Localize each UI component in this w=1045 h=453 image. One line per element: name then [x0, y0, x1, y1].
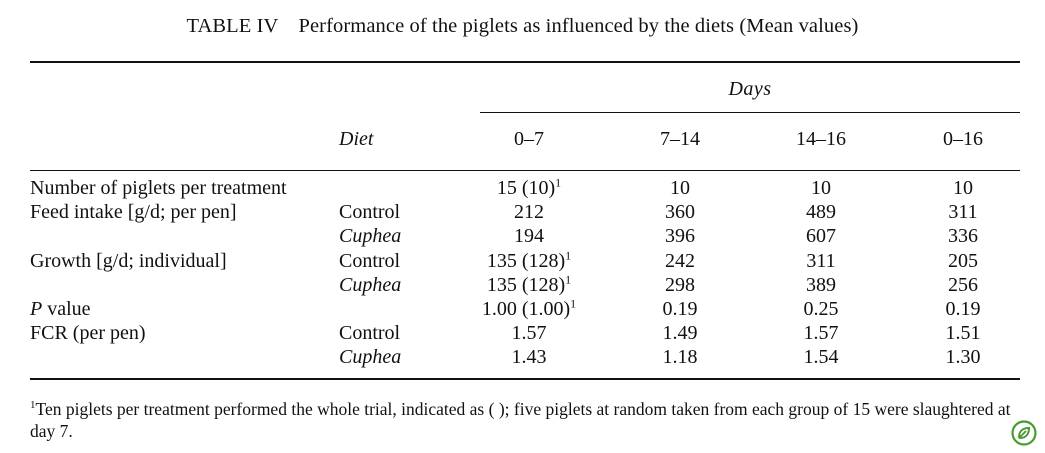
cell: 256 [948, 273, 978, 296]
days-header: Days [728, 78, 772, 100]
cell: 0.19 [945, 297, 981, 320]
table-row: P value 1.00 (1.00)1 0.19 0.25 0.19 [0, 297, 1045, 321]
table-body: Number of piglets per treatment 15 (10)1… [0, 176, 1045, 370]
cell: 1.30 [945, 346, 981, 369]
cell: 607 [806, 225, 836, 248]
diet-cell: Cuphea [339, 273, 402, 296]
cell: 311 [806, 249, 836, 272]
bottom-rule [30, 378, 1020, 380]
diet-cell: Control [339, 322, 401, 345]
cell: 1.54 [803, 346, 839, 369]
footnote-marker: 1 [570, 296, 577, 311]
cell: 0.19 [662, 297, 698, 320]
top-rule [30, 61, 1020, 63]
row-label: Growth [g/d; individual] [30, 249, 227, 272]
footnote-marker: 1 [565, 272, 572, 287]
leaf-badge-icon[interactable] [1011, 420, 1037, 446]
footnote-marker: 1 [555, 175, 562, 190]
cell: 212 [514, 201, 544, 224]
cell: 205 [948, 249, 978, 272]
cell: 10 [811, 177, 831, 199]
table-row: Growth [g/d; individual] Control 135 (12… [0, 249, 1045, 273]
period-header: 14–16 [796, 128, 846, 150]
cell: 396 [665, 225, 695, 248]
cell: 135 (128)1 [486, 272, 572, 296]
row-label: Feed intake [g/d; per pen] [30, 201, 237, 224]
period-header: 0–16 [943, 128, 983, 150]
cell: 10 [953, 177, 973, 199]
table-footnote: 1Ten piglets per treatment performed the… [30, 398, 1025, 442]
cell: 1.43 [511, 346, 547, 369]
table-row: Cuphea 194 396 607 336 [0, 224, 1045, 248]
period-header: 7–14 [660, 128, 700, 150]
row-label: Number of piglets per treatment [30, 177, 287, 199]
cell: 1.49 [662, 322, 698, 345]
table-row: Cuphea 1.43 1.18 1.54 1.30 [0, 345, 1045, 369]
cell: 242 [665, 249, 695, 272]
cell: 1.51 [945, 322, 981, 345]
diet-cell: Control [339, 249, 401, 272]
cell: 1.57 [511, 322, 547, 345]
cell: 0.25 [803, 297, 839, 320]
table-row: Number of piglets per treatment 15 (10)1… [0, 176, 1045, 200]
cell: 311 [948, 201, 978, 224]
diet-cell: Control [339, 201, 401, 224]
header-rule [30, 170, 1020, 171]
diet-cell: Cuphea [339, 346, 402, 369]
row-label: FCR (per pen) [30, 322, 146, 345]
cell: 1.00 (1.00)1 [481, 296, 577, 320]
diet-cell: Cuphea [339, 225, 402, 248]
table-row: Feed intake [g/d; per pen] Control 212 3… [0, 200, 1045, 224]
cell: 489 [806, 201, 836, 224]
table-number: TABLE IV [186, 15, 279, 37]
diet-column-header: Diet [339, 128, 374, 150]
footnote-marker: 1 [565, 247, 572, 262]
cell: 360 [665, 201, 695, 224]
cell: 15 (10)1 [496, 175, 562, 199]
footnote-text: Ten piglets per treatment performed the … [30, 399, 1011, 441]
cell: 389 [806, 273, 836, 296]
cell: 194 [514, 225, 544, 248]
table-row: FCR (per pen) Control 1.57 1.49 1.57 1.5… [0, 321, 1045, 345]
cell: 135 (128)1 [486, 247, 572, 272]
footnote-marker: 1 [30, 399, 36, 412]
days-rule [480, 112, 1020, 113]
row-label: P value [30, 297, 91, 320]
table-title: Performance of the piglets as influenced… [298, 15, 859, 37]
period-header: 0–7 [514, 128, 544, 150]
table-caption: TABLE IV Performance of the piglets as in… [0, 15, 1045, 38]
cell: 336 [948, 225, 978, 248]
cell: 298 [665, 273, 695, 296]
table-row: Cuphea 135 (128)1 298 389 256 [0, 273, 1045, 297]
cell: 1.18 [662, 346, 698, 369]
cell: 10 [670, 177, 690, 199]
cell: 1.57 [803, 322, 839, 345]
